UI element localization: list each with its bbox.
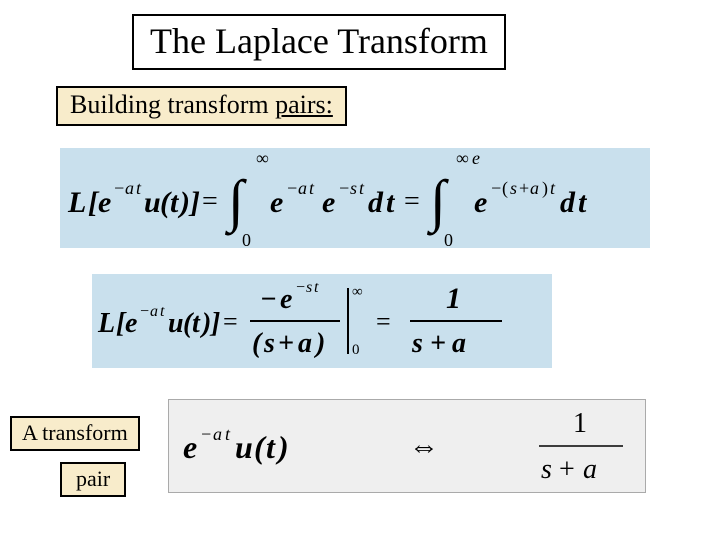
- svg-text:s: s: [263, 328, 275, 359]
- svg-text:a: a: [298, 178, 307, 198]
- svg-text:): ): [542, 178, 548, 199]
- svg-text:s: s: [350, 178, 357, 198]
- svg-text:t: t: [578, 186, 588, 219]
- svg-text:]: ]: [188, 186, 200, 219]
- svg-text:a: a: [150, 303, 158, 320]
- svg-text:0: 0: [444, 230, 453, 248]
- svg-text:a: a: [213, 424, 222, 444]
- svg-text:u: u: [144, 186, 161, 219]
- svg-text:t: t: [170, 186, 180, 219]
- svg-text:−: −: [490, 178, 502, 198]
- subtitle-underlined: pairs:: [275, 90, 333, 119]
- svg-text:e: e: [322, 186, 335, 219]
- svg-text:a: a: [452, 328, 466, 359]
- svg-text:1: 1: [573, 408, 587, 439]
- label-a-text: A transform: [22, 420, 128, 445]
- svg-text:t: t: [314, 279, 319, 296]
- svg-text:e: e: [125, 308, 137, 339]
- svg-text:u: u: [235, 429, 253, 465]
- svg-text:t: t: [309, 178, 315, 198]
- svg-text:−: −: [113, 178, 125, 198]
- svg-text:t: t: [386, 186, 396, 219]
- svg-text:t: t: [225, 424, 231, 444]
- svg-text:e: e: [280, 284, 292, 315]
- svg-text:∞: ∞: [256, 148, 269, 168]
- transform-pair: e − a t u ( t ) ⇔ 1 s + a: [169, 400, 645, 492]
- subtitle-box: Building transform pairs:: [56, 86, 347, 126]
- svg-text:s: s: [411, 328, 423, 359]
- svg-text:(: (: [252, 328, 263, 359]
- page-title: The Laplace Transform: [150, 21, 488, 61]
- equation-1-box: L [ e − a t u ( t ) ] = ∫ ∞ 0 e − a t e …: [60, 148, 650, 248]
- svg-text:0: 0: [242, 230, 251, 248]
- svg-text:e: e: [183, 429, 197, 465]
- svg-text:−: −: [139, 303, 150, 320]
- svg-text:L: L: [67, 186, 86, 219]
- svg-text:u: u: [168, 308, 184, 339]
- svg-text:): ): [199, 308, 211, 339]
- svg-text:e: e: [270, 186, 283, 219]
- label-a-transform: A transform: [10, 416, 140, 451]
- svg-text:+: +: [559, 454, 575, 485]
- svg-text:+: +: [430, 328, 446, 359]
- svg-text:L: L: [97, 308, 115, 339]
- svg-text:s: s: [541, 454, 552, 485]
- svg-text:]: ]: [209, 308, 220, 339]
- svg-text:=: =: [404, 186, 420, 217]
- svg-text:−: −: [286, 178, 298, 198]
- svg-text:a: a: [298, 328, 312, 359]
- svg-text:e: e: [472, 148, 480, 168]
- svg-text:0: 0: [352, 342, 360, 358]
- subtitle-prefix: Building transform: [70, 90, 275, 119]
- svg-text:−: −: [295, 279, 306, 296]
- svg-text:t: t: [359, 178, 365, 198]
- equation-2: L [ e − a t u ( t ) ] = − e − s t ( s + …: [92, 274, 552, 368]
- svg-text:∫: ∫: [224, 168, 247, 236]
- label-pair: pair: [60, 462, 126, 497]
- svg-text:t: t: [550, 178, 556, 198]
- svg-text:): ): [275, 429, 289, 465]
- svg-text:=: =: [202, 186, 218, 217]
- svg-text:t: t: [136, 178, 142, 198]
- svg-text:∫: ∫: [426, 168, 449, 236]
- svg-text:−: −: [200, 424, 212, 444]
- svg-text:e: e: [98, 186, 111, 219]
- svg-text:+: +: [278, 328, 294, 359]
- svg-text:d: d: [368, 186, 384, 219]
- svg-text:): ): [313, 328, 325, 359]
- label-b-text: pair: [76, 466, 110, 491]
- svg-text:+: +: [519, 178, 529, 198]
- svg-text:t: t: [192, 308, 201, 339]
- svg-text:−: −: [338, 178, 350, 198]
- svg-text:t: t: [160, 303, 165, 320]
- svg-text:): ): [177, 186, 190, 219]
- svg-text:⇔: ⇔: [409, 430, 439, 463]
- svg-text:s: s: [510, 178, 517, 198]
- equation-2-box: L [ e − a t u ( t ) ] = − e − s t ( s + …: [92, 274, 552, 368]
- svg-text:1: 1: [446, 282, 461, 315]
- svg-text:−: −: [260, 284, 277, 315]
- svg-text:=: =: [376, 307, 391, 336]
- title-box: The Laplace Transform: [132, 14, 506, 70]
- transform-pair-box: e − a t u ( t ) ⇔ 1 s + a: [168, 399, 646, 493]
- svg-text:(: (: [502, 178, 508, 199]
- svg-text:d: d: [560, 186, 576, 219]
- svg-text:s: s: [306, 279, 312, 296]
- svg-text:e: e: [474, 186, 487, 219]
- svg-text:a: a: [125, 178, 134, 198]
- svg-text:=: =: [223, 307, 238, 336]
- svg-text:∞: ∞: [352, 284, 363, 300]
- svg-text:∞: ∞: [456, 148, 469, 168]
- svg-text:t: t: [266, 429, 276, 465]
- svg-text:a: a: [530, 178, 539, 198]
- equation-1: L [ e − a t u ( t ) ] = ∫ ∞ 0 e − a t e …: [60, 148, 650, 248]
- svg-text:a: a: [583, 454, 597, 485]
